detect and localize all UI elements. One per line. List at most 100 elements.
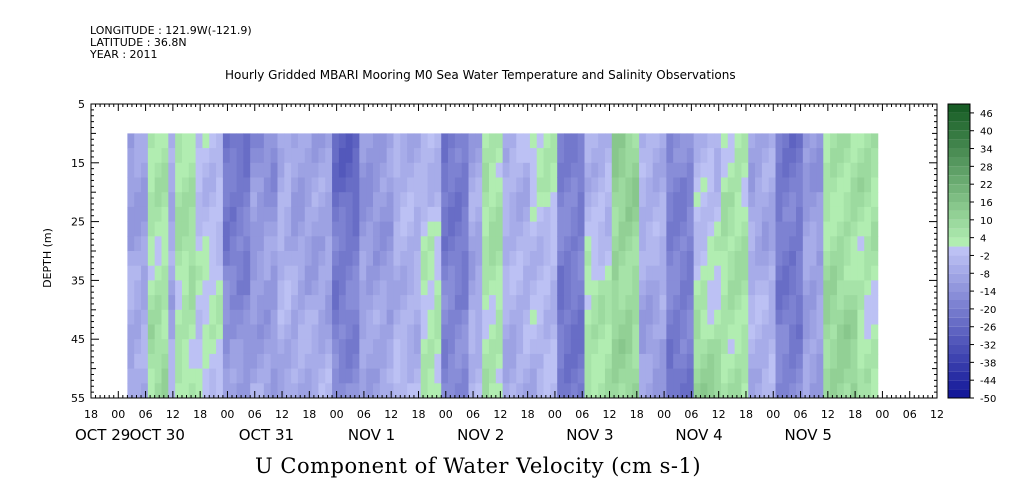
heatmap-cell <box>127 324 135 340</box>
heatmap-cell <box>400 192 408 208</box>
colorbar-swatch <box>948 210 970 220</box>
heatmap-cell <box>529 280 538 296</box>
heatmap-cell <box>454 368 463 384</box>
heatmap-cell <box>141 192 149 208</box>
heatmap-cell <box>816 177 824 193</box>
heatmap-cell <box>434 368 442 384</box>
heatmap-cell <box>543 309 551 325</box>
heatmap-cell <box>407 192 415 208</box>
heatmap-cell <box>386 324 394 340</box>
heatmap-cell <box>284 295 292 311</box>
heatmap-cell <box>850 221 858 237</box>
heatmap-cell <box>802 339 811 355</box>
heatmap-cell <box>147 206 156 222</box>
heatmap-cell <box>584 368 592 384</box>
heatmap-cell <box>550 192 558 208</box>
heatmap-cell <box>673 162 681 178</box>
heatmap-cell <box>277 368 285 384</box>
heatmap-cell <box>325 251 333 267</box>
heatmap-cell <box>652 133 660 149</box>
heatmap-cell <box>488 162 497 178</box>
heatmap-cell <box>263 295 272 311</box>
heatmap-cell <box>366 383 374 399</box>
heatmap-cell <box>366 339 374 355</box>
heatmap-cell <box>141 206 149 222</box>
heatmap-cell <box>864 324 872 340</box>
heatmap-cell <box>475 265 483 281</box>
heatmap-cell <box>318 236 326 252</box>
heatmap-cell <box>748 177 756 193</box>
heatmap-cell <box>161 265 169 281</box>
heatmap-cell <box>393 192 401 208</box>
heatmap-cell <box>830 251 838 267</box>
heatmap-cell <box>516 192 524 208</box>
heatmap-cell <box>761 324 770 340</box>
heatmap-cell <box>584 265 592 281</box>
heatmap-cell <box>373 295 381 311</box>
heatmap-cell <box>871 206 879 222</box>
heatmap-cell <box>345 236 353 252</box>
heatmap-cell <box>570 236 579 252</box>
colorbar-tick-label: 34 <box>980 145 993 156</box>
heatmap-cell <box>263 177 272 193</box>
heatmap-cell <box>488 221 497 237</box>
colorbar-tick-label: 10 <box>980 216 993 227</box>
heatmap-cell <box>379 148 388 164</box>
x-axis-title: U Component of Water Velocity (cm s-1) <box>255 454 702 478</box>
heatmap-cell <box>659 339 667 355</box>
heatmap-cell <box>434 295 442 311</box>
heatmap-cell <box>332 177 340 193</box>
heatmap-cell <box>843 251 851 267</box>
heatmap-cell <box>529 295 538 311</box>
heatmap-cell <box>482 368 490 384</box>
heatmap-cell <box>673 148 681 164</box>
heatmap-cell <box>557 265 565 281</box>
heatmap-cell <box>550 206 558 222</box>
heatmap-cell <box>359 221 367 237</box>
heatmap-cell <box>557 251 565 267</box>
heatmap-cell <box>195 265 203 281</box>
heatmap-cell <box>611 324 620 340</box>
heatmap-cell <box>297 353 306 369</box>
heatmap-cell <box>141 280 149 296</box>
heatmap-cell <box>236 309 244 325</box>
heatmap-cell <box>420 221 428 237</box>
heatmap-cell <box>768 324 776 340</box>
heatmap-cell <box>652 324 660 340</box>
heatmap-cell <box>598 162 606 178</box>
heatmap-cell <box>666 383 674 399</box>
heatmap-cell <box>188 368 197 384</box>
heatmap-cell <box>284 206 292 222</box>
heatmap-cell <box>318 353 326 369</box>
heatmap-cell <box>127 265 135 281</box>
colorbar-tick-label: 28 <box>980 162 993 173</box>
heatmap-cell <box>673 383 681 399</box>
heatmap-cells <box>127 133 879 399</box>
heatmap-cell <box>823 148 831 164</box>
heatmap-cell <box>454 339 463 355</box>
heatmap-cell <box>257 265 265 281</box>
heatmap-cell <box>413 265 422 281</box>
heatmap-cell <box>557 177 565 193</box>
heatmap-cell <box>618 339 626 355</box>
heatmap-cell <box>420 162 428 178</box>
heatmap-cell <box>591 162 599 178</box>
heatmap-cell <box>407 309 415 325</box>
heatmap-cell <box>263 192 272 208</box>
heatmap-cell <box>304 221 312 237</box>
heatmap-cell <box>318 206 326 222</box>
heatmap-cell <box>529 309 538 325</box>
heatmap-cell <box>693 148 701 164</box>
heatmap-cell <box>659 265 667 281</box>
heatmap-cell <box>147 251 156 267</box>
heatmap-cell <box>475 309 483 325</box>
heatmap-cell <box>604 295 613 311</box>
heatmap-cell <box>775 133 783 149</box>
heatmap-cell <box>502 192 510 208</box>
heatmap-cell <box>714 192 722 208</box>
heatmap-cell <box>175 295 183 311</box>
heatmap-cell <box>420 383 428 399</box>
heatmap-cell <box>611 368 620 384</box>
heatmap-cell <box>141 309 149 325</box>
heatmap-cell <box>400 368 408 384</box>
